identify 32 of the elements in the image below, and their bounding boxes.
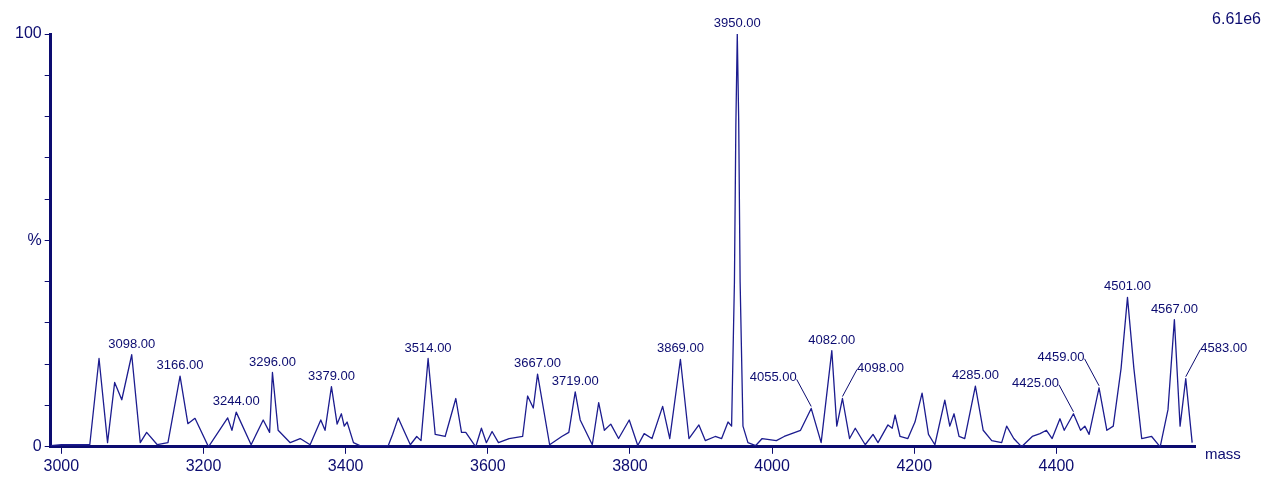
- annotation: 3719.00: [551, 372, 599, 388]
- annotation: 4285.00: [951, 367, 999, 383]
- x-axis-title: mass: [1205, 444, 1241, 462]
- annotation: 4098.00: [856, 359, 904, 375]
- x-tick-label: 3200: [185, 456, 222, 474]
- x-tick-label: 3800: [612, 456, 648, 474]
- annotation: 4567.00: [1150, 300, 1198, 316]
- y-tick-label: 0: [32, 437, 42, 455]
- annotation: 3098.00: [108, 335, 156, 351]
- x-tick-label: 3600: [470, 456, 506, 474]
- x-tick-label: 4000: [754, 456, 790, 474]
- annotation: 4583.00: [1200, 339, 1248, 355]
- annotation: 3950.00: [713, 15, 761, 31]
- annotation: 4082.00: [808, 331, 856, 347]
- annotation: 4459.00: [1037, 348, 1085, 364]
- x-tick-label: 4200: [896, 456, 933, 474]
- annotation: 3869.00: [656, 340, 704, 356]
- annotation: 3244.00: [212, 393, 260, 409]
- text: 6.61e6: [1212, 10, 1262, 28]
- x-tick-label: 3000: [43, 456, 80, 474]
- annotation: 3379.00: [307, 367, 355, 383]
- x-tick-label: 3400: [327, 456, 364, 474]
- annotation: 3514.00: [404, 339, 452, 355]
- annotation: 4055.00: [749, 369, 797, 385]
- annotation: 4501.00: [1103, 278, 1151, 294]
- annotation: 3667.00: [514, 355, 562, 371]
- x-tick-label: 4400: [1038, 456, 1075, 474]
- annotation: 3166.00: [156, 357, 204, 373]
- y-tick-label: %: [27, 230, 42, 248]
- annotation: 3296.00: [248, 353, 296, 369]
- annotation: 4425.00: [1011, 374, 1059, 390]
- y-tick-label: 100: [14, 24, 42, 42]
